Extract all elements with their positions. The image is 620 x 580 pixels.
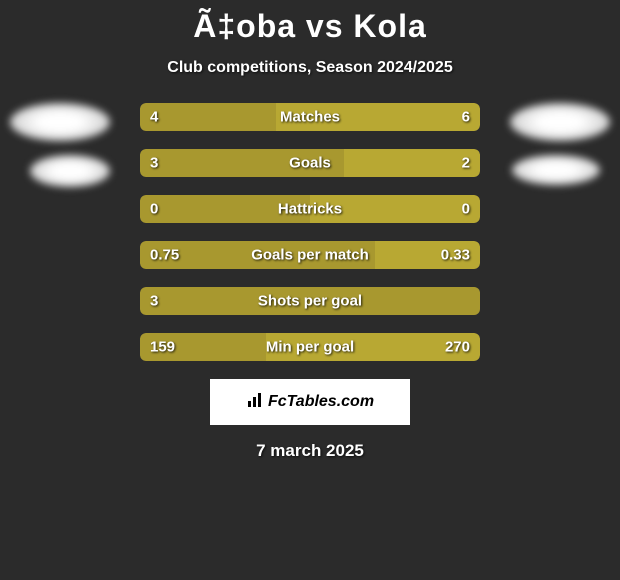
stats-area: 4 6 Matches 3 2 Goals 0 0 Hattricks 0.75 0.33 Goals… (0, 103, 620, 361)
value-left: 4 (150, 109, 158, 126)
stat-row: 3 Shots per goal (140, 287, 480, 315)
stat-label: Goals per match (251, 247, 369, 264)
team-left-logo-shadow (30, 155, 110, 187)
team-right-logo-shadow (512, 155, 600, 185)
brand-box[interactable]: FcTables.com (210, 379, 410, 425)
stat-row: 3 2 Goals (140, 149, 480, 177)
date: 7 march 2025 (0, 441, 620, 461)
value-left: 0.75 (150, 247, 179, 264)
page-title: Ã‡oba vs Kola (0, 0, 620, 45)
value-left: 3 (150, 155, 158, 172)
stat-label: Matches (280, 109, 340, 126)
stat-row: 0 0 Hattricks (140, 195, 480, 223)
value-left: 3 (150, 293, 158, 310)
stat-rows: 4 6 Matches 3 2 Goals 0 0 Hattricks 0.75 0.33 Goals… (140, 103, 480, 361)
team-right-logo (510, 103, 610, 141)
comparison-infographic: Ã‡oba vs Kola Club competitions, Season … (0, 0, 620, 580)
value-right: 0.33 (441, 247, 470, 264)
value-right: 270 (445, 339, 470, 356)
value-right: 0 (462, 201, 470, 218)
stat-label: Min per goal (266, 339, 354, 356)
stat-label: Hattricks (278, 201, 342, 218)
stat-row: 159 270 Min per goal (140, 333, 480, 361)
bar-right (344, 149, 480, 177)
value-left: 159 (150, 339, 175, 356)
stat-row: 4 6 Matches (140, 103, 480, 131)
bar-left (140, 103, 276, 131)
brand-text: FcTables.com (268, 393, 374, 411)
stat-label: Goals (289, 155, 331, 172)
stat-label: Shots per goal (258, 293, 362, 310)
team-left-logo (10, 103, 110, 141)
brand-icon (246, 391, 264, 414)
value-right: 6 (462, 109, 470, 126)
value-right: 2 (462, 155, 470, 172)
stat-row: 0.75 0.33 Goals per match (140, 241, 480, 269)
subtitle: Club competitions, Season 2024/2025 (0, 59, 620, 77)
value-left: 0 (150, 201, 158, 218)
